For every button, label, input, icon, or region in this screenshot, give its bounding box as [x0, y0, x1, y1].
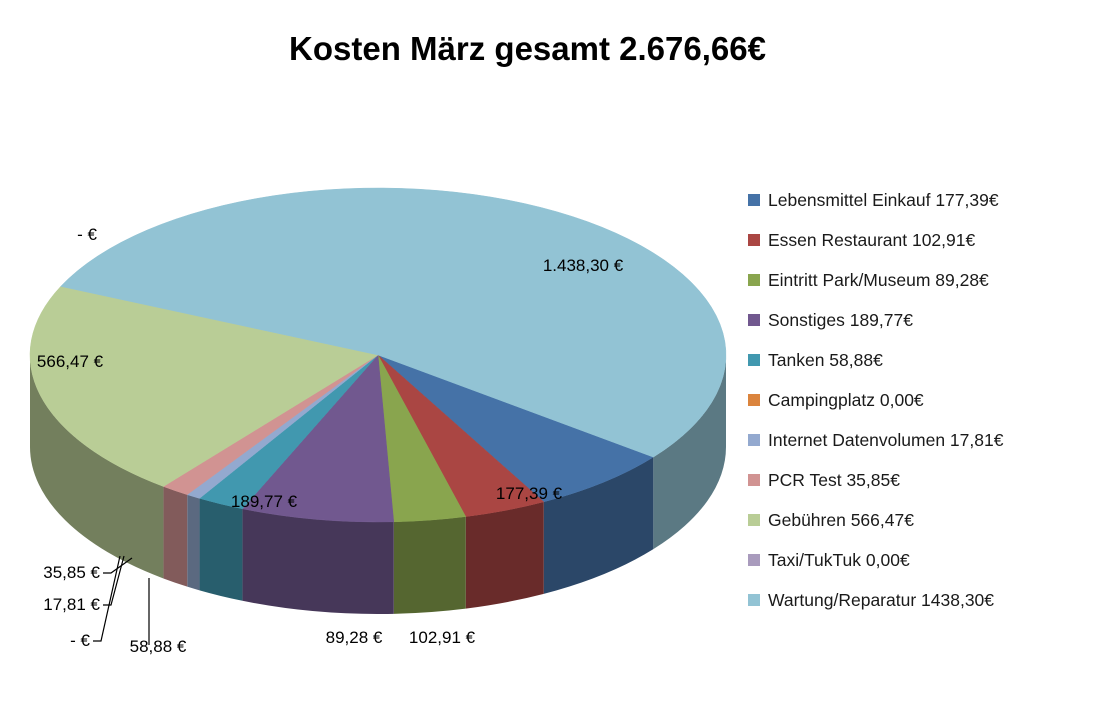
legend-label-8: Gebühren 566,47€ [768, 509, 914, 530]
data-label-1: 102,91 € [409, 628, 476, 647]
legend-label-7: PCR Test 35,85€ [768, 469, 900, 490]
slice-0 [377, 354, 654, 503]
legend-item-0: Lebensmittel Einkauf 177,39€ [748, 180, 1003, 220]
legend-item-2: Eintritt Park/Museum 89,28€ [748, 260, 1003, 300]
data-labels: 177,39 € 102,91 € 89,28 € 189,77 € 58,88 € - … [37, 225, 624, 656]
data-label-4: 58,88 € [130, 637, 187, 656]
pie-sides [30, 355, 726, 614]
slice-3 [241, 354, 395, 523]
legend-swatch-4 [748, 354, 760, 366]
slice-side-2 [393, 516, 466, 614]
legend-item-6: Internet Datenvolumen 17,81€ [748, 420, 1003, 460]
legend-swatch-0 [748, 194, 760, 206]
legend-swatch-6 [748, 434, 760, 446]
slice-side-10 [653, 355, 726, 550]
data-label-10: 1.438,30 € [543, 256, 624, 275]
legend-swatch-1 [748, 234, 760, 246]
slice-side-8 [30, 355, 164, 579]
legend-swatch-7 [748, 474, 760, 486]
legend-item-1: Essen Restaurant 102,91€ [748, 220, 1003, 260]
slice-side-7 [163, 486, 188, 587]
chart-title: Kosten März gesamt 2.676,66€ [289, 30, 766, 67]
data-label-9: - € [77, 225, 97, 244]
legend-item-8: Gebühren 566,47€ [748, 500, 1003, 540]
slice-side-1 [465, 501, 544, 609]
legend-item-3: Sonstiges 189,77€ [748, 300, 1003, 340]
slice-side-6 [187, 494, 200, 591]
legend-label-2: Eintritt Park/Museum 89,28€ [768, 269, 989, 290]
legend-label-10: Wartung/Reparatur 1438,30€ [768, 589, 995, 610]
legend-item-9: Taxi/TukTuk 0,00€ [748, 540, 1003, 580]
slice-side-4 [199, 498, 243, 601]
leader-line-6 [103, 555, 125, 606]
legend-label-5: Campingplatz 0,00€ [768, 389, 924, 410]
legend-label-3: Sonstiges 189,77€ [768, 309, 913, 330]
legend-label-6: Internet Datenvolumen 17,81€ [768, 429, 1004, 450]
legend-label-4: Tanken 58,88€ [768, 349, 883, 370]
data-label-6: 17,81 € [43, 595, 100, 614]
legend-swatch-8 [748, 514, 760, 526]
legend-item-4: Tanken 58,88€ [748, 340, 1003, 380]
legend-label-1: Essen Restaurant 102,91€ [768, 229, 976, 250]
legend-swatch-3 [748, 314, 760, 326]
legend-item-7: PCR Test 35,85€ [748, 460, 1003, 500]
data-label-2: 89,28 € [326, 628, 383, 647]
slice-side-3 [242, 508, 394, 614]
legend-swatch-5 [748, 394, 760, 406]
slice-10 [60, 187, 727, 458]
legend-swatch-10 [748, 594, 760, 606]
legend-item-5: Campingplatz 0,00€ [748, 380, 1003, 420]
legend-label-0: Lebensmittel Einkauf 177,39€ [768, 189, 999, 210]
legend-swatch-2 [748, 274, 760, 286]
legend-item-10: Wartung/Reparatur 1438,30€ [748, 580, 1003, 620]
legend-label-9: Taxi/TukTuk 0,00€ [768, 549, 910, 570]
leader-lines [93, 555, 150, 645]
leader-line-7 [103, 557, 133, 574]
data-label-5: - € [70, 631, 90, 650]
legend-swatch-9 [748, 554, 760, 566]
data-label-3: 189,77 € [231, 492, 298, 511]
leader-line-5 [93, 555, 121, 642]
data-label-8: 566,47 € [37, 352, 104, 371]
slice-side-0 [543, 457, 654, 594]
data-label-7: 35,85 € [43, 563, 100, 582]
pie-top [29, 187, 727, 523]
data-label-0: 177,39 € [496, 484, 563, 503]
legend: Lebensmittel Einkauf 177,39€ Essen Restau… [748, 180, 1003, 620]
